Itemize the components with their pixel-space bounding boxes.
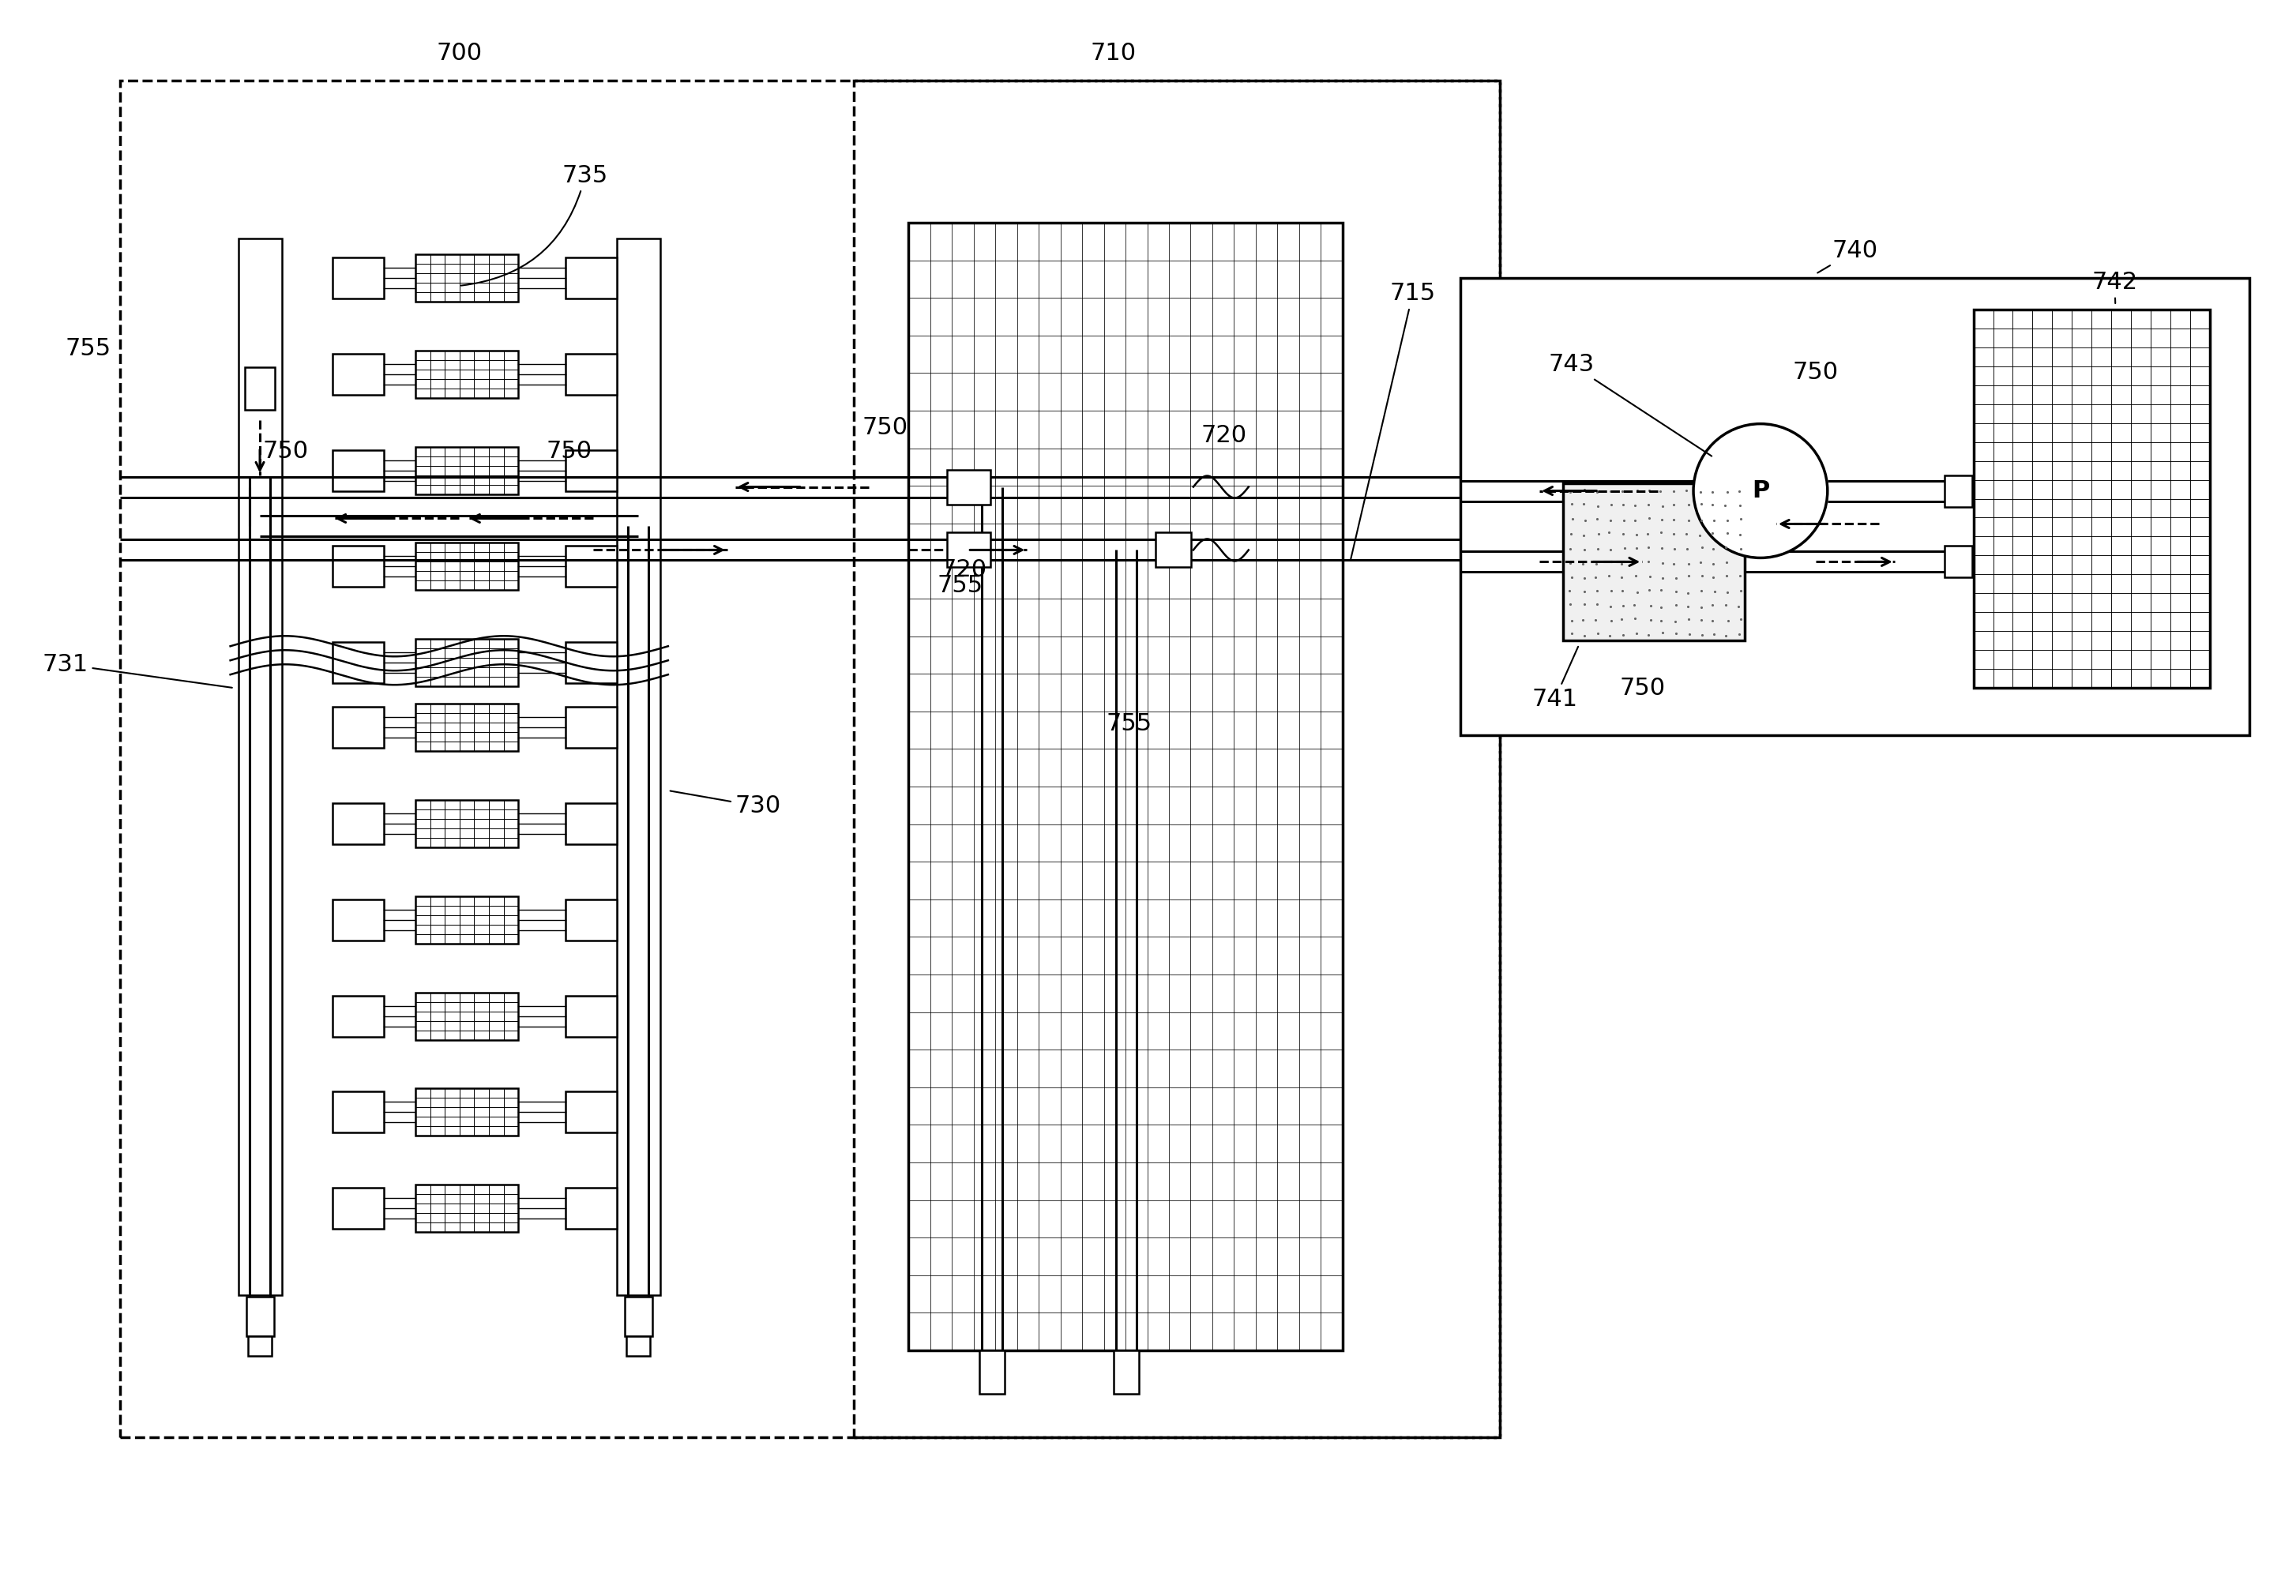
Bar bbox=[246, 367, 276, 410]
Text: 755: 755 bbox=[1107, 712, 1153, 734]
Text: 715: 715 bbox=[1350, 282, 1435, 559]
Bar bbox=[565, 257, 618, 298]
Bar bbox=[416, 638, 519, 686]
Text: 730: 730 bbox=[670, 792, 781, 817]
Bar bbox=[333, 707, 383, 749]
Bar bbox=[333, 354, 383, 394]
Text: 750: 750 bbox=[1793, 361, 1839, 385]
Bar bbox=[1564, 484, 1745, 640]
Text: 750: 750 bbox=[546, 440, 592, 463]
Text: 710: 710 bbox=[1091, 41, 1137, 64]
Text: 735: 735 bbox=[461, 164, 608, 286]
Bar bbox=[333, 450, 383, 492]
Bar bbox=[239, 238, 282, 1296]
Text: 755: 755 bbox=[64, 337, 110, 361]
Bar bbox=[1945, 476, 1972, 506]
Text: 720: 720 bbox=[1201, 425, 1247, 447]
Bar bbox=[565, 642, 618, 683]
Bar bbox=[565, 803, 618, 844]
Bar bbox=[416, 254, 519, 302]
Text: 731: 731 bbox=[41, 653, 232, 688]
Bar bbox=[416, 543, 519, 591]
Bar bbox=[565, 996, 618, 1036]
Bar bbox=[333, 642, 383, 683]
Bar bbox=[565, 546, 618, 587]
Bar bbox=[333, 803, 383, 844]
Bar bbox=[625, 1298, 652, 1336]
Bar bbox=[1460, 278, 2250, 736]
Bar bbox=[416, 704, 519, 752]
Bar bbox=[565, 707, 618, 749]
Bar bbox=[1972, 310, 2211, 688]
Bar bbox=[627, 1336, 650, 1357]
Bar bbox=[333, 1092, 383, 1133]
Text: 743: 743 bbox=[1550, 353, 1713, 456]
Bar bbox=[416, 447, 519, 495]
Bar bbox=[909, 223, 1343, 1350]
Bar bbox=[416, 1088, 519, 1136]
Bar bbox=[565, 354, 618, 394]
Bar bbox=[333, 257, 383, 298]
Bar bbox=[565, 899, 618, 940]
Bar bbox=[416, 897, 519, 943]
Bar bbox=[416, 800, 519, 847]
Text: 750: 750 bbox=[1619, 677, 1665, 699]
Bar bbox=[565, 1187, 618, 1229]
Text: P: P bbox=[1752, 479, 1770, 503]
Bar bbox=[854, 81, 1499, 1436]
Bar bbox=[946, 469, 990, 504]
Bar bbox=[565, 1092, 618, 1133]
Text: 700: 700 bbox=[436, 41, 482, 64]
Bar bbox=[416, 1184, 519, 1232]
Bar bbox=[565, 450, 618, 492]
Bar bbox=[246, 1298, 273, 1336]
Bar bbox=[1155, 533, 1192, 567]
Bar bbox=[333, 546, 383, 587]
Bar bbox=[1945, 546, 1972, 578]
Circle shape bbox=[1694, 425, 1828, 559]
Text: 741: 741 bbox=[1531, 646, 1577, 710]
Text: 750: 750 bbox=[861, 417, 907, 439]
Text: 750: 750 bbox=[262, 440, 308, 463]
Text: 755: 755 bbox=[937, 575, 983, 597]
Bar bbox=[248, 1336, 271, 1357]
Bar bbox=[618, 238, 661, 1296]
Bar bbox=[1114, 1350, 1139, 1393]
Bar bbox=[333, 899, 383, 940]
Bar bbox=[416, 351, 519, 397]
Text: 740: 740 bbox=[1818, 239, 1878, 273]
Bar bbox=[333, 996, 383, 1036]
Text: 720: 720 bbox=[941, 559, 987, 581]
Text: 742: 742 bbox=[2092, 271, 2138, 303]
Bar bbox=[980, 1350, 1006, 1393]
Bar bbox=[416, 993, 519, 1039]
Bar bbox=[333, 1187, 383, 1229]
Bar bbox=[946, 533, 990, 567]
Bar bbox=[119, 81, 1499, 1436]
